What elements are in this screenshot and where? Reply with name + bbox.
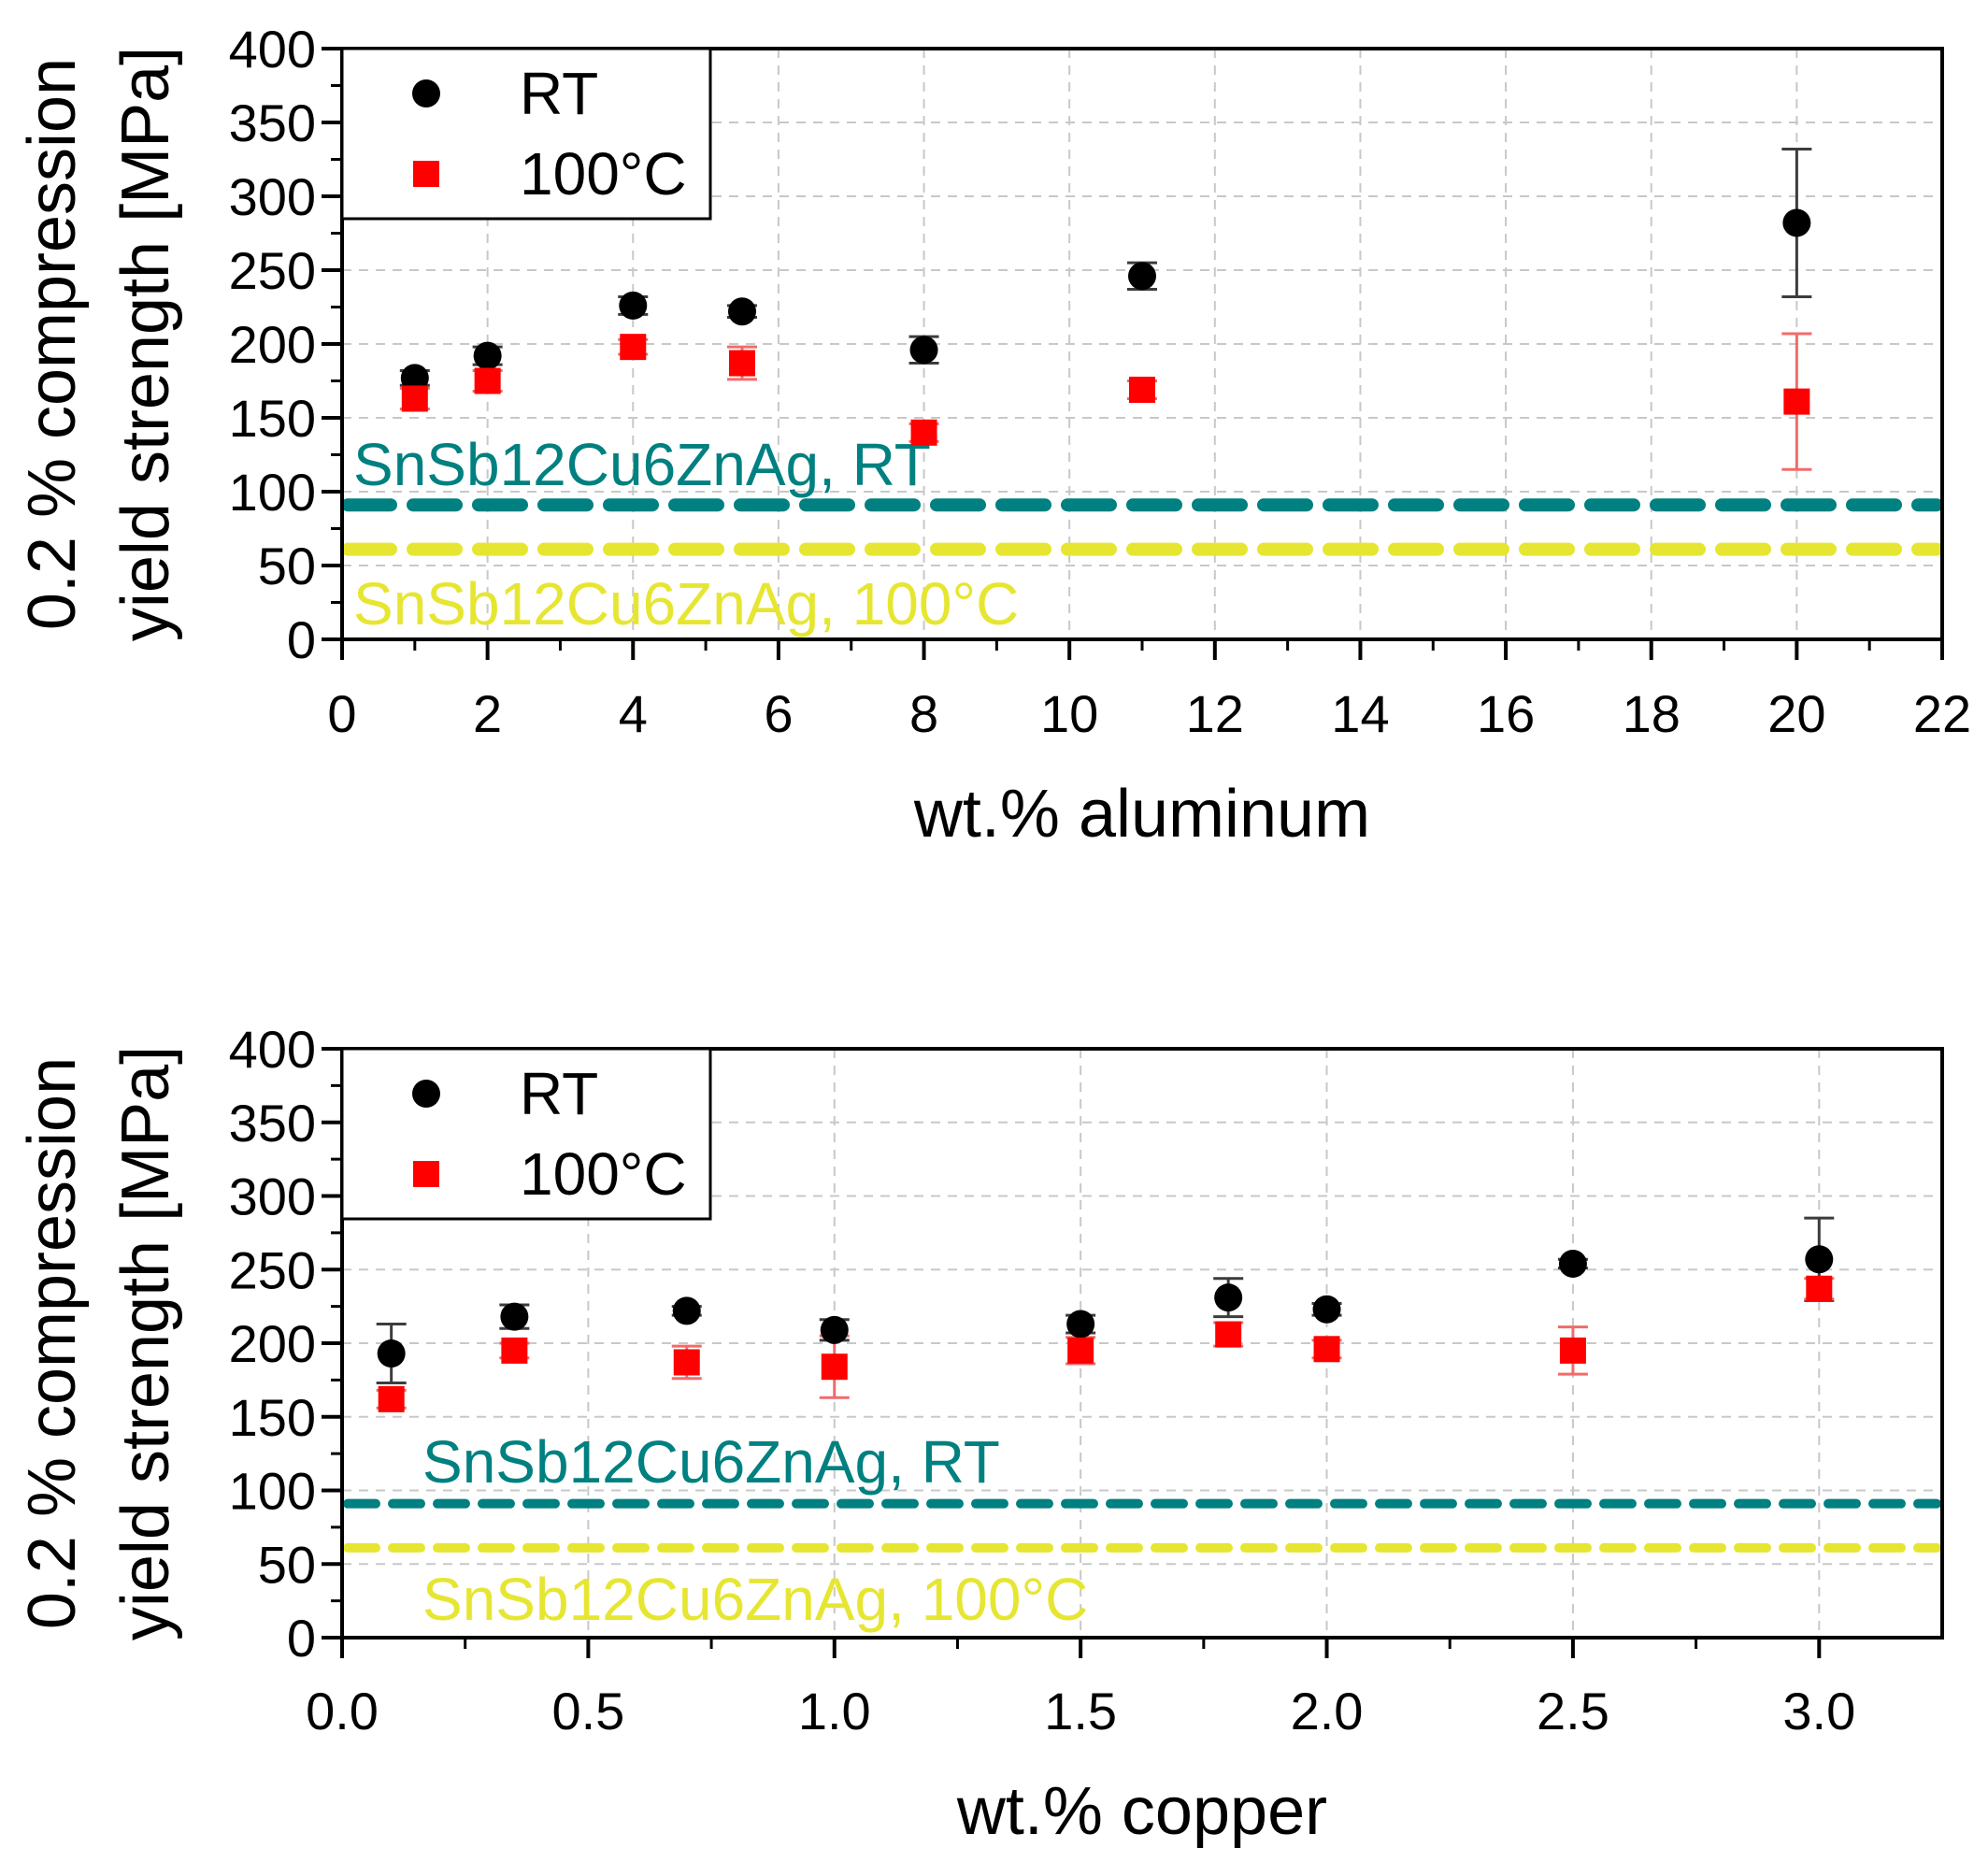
- x-tick-label: 1.0: [798, 1682, 871, 1740]
- y-tick-label: 400: [229, 1020, 316, 1079]
- y-tick-label: 200: [229, 1314, 316, 1373]
- x-tick-label: 14: [1331, 684, 1389, 743]
- x-tick-label: 22: [1913, 684, 1971, 743]
- x-tick-label: 2.0: [1291, 1682, 1364, 1740]
- y-axis-label-line1: 0.2 % compression: [15, 1057, 90, 1629]
- aluminum-panel: SnSb12Cu6ZnAg, RT SnSb12Cu6ZnAg, 100°C 0 2 4…: [15, 20, 1971, 852]
- x-tick-label: 0.0: [306, 1682, 379, 1740]
- copper-panel: SnSb12Cu6ZnAg, RT SnSb12Cu6ZnAg, 100°C 0.0…: [15, 1020, 1944, 1849]
- y-tick-label: 300: [229, 1167, 316, 1226]
- y-tick-label: 250: [229, 1240, 316, 1299]
- x-tick-label: 6: [764, 684, 793, 743]
- legend-marker-100c: [413, 161, 439, 187]
- data-point-100c-marker: [910, 419, 937, 446]
- data-point-100c-marker: [821, 1353, 848, 1381]
- legend-label: RT: [520, 60, 598, 127]
- y-axis-label-line2: yield strength [MPa]: [108, 47, 183, 641]
- data-point-rt-marker: [473, 341, 502, 370]
- legend-label: 100°C: [520, 140, 687, 208]
- data-point-rt-marker: [672, 1296, 701, 1325]
- data-point-100c-marker: [501, 1337, 528, 1364]
- data-point-rt-marker: [400, 364, 429, 393]
- legend-label: RT: [520, 1060, 598, 1127]
- data-point-rt-marker: [909, 336, 938, 365]
- y-tick-label: 150: [229, 389, 316, 448]
- x-tick-label: 2.5: [1537, 1682, 1609, 1740]
- y-tick-label: 150: [229, 1388, 316, 1447]
- data-point-100c-marker: [1806, 1275, 1833, 1302]
- x-tick-label: 18: [1623, 684, 1681, 743]
- y-tick-label: 0: [287, 610, 316, 669]
- y-tick-label: 100: [229, 1462, 316, 1521]
- y-tick-label: 50: [258, 537, 316, 595]
- x-tick-label: 12: [1186, 684, 1244, 743]
- data-point-100c-marker: [1559, 1337, 1586, 1364]
- data-point-rt-marker: [1782, 208, 1811, 237]
- y-axis-label-line1: 0.2 % compression: [15, 58, 90, 630]
- data-point-rt-marker: [1558, 1249, 1587, 1278]
- data-point-100c-marker: [378, 1385, 405, 1412]
- x-tick-label: 3.0: [1782, 1682, 1855, 1740]
- x-tick-label: 2: [473, 684, 502, 743]
- reference-line-label: SnSb12Cu6ZnAg, 100°C: [353, 570, 1019, 637]
- x-tick-label: 0: [327, 684, 356, 743]
- x-tick-label: 8: [909, 684, 938, 743]
- y-tick-label: 0: [287, 1609, 316, 1668]
- data-point-100c-marker: [1313, 1336, 1340, 1363]
- data-point-100c-marker: [729, 350, 755, 377]
- reference-line-label: SnSb12Cu6ZnAg, RT: [353, 431, 931, 498]
- data-point-100c-marker: [1215, 1321, 1242, 1348]
- data-point-100c-marker: [401, 385, 428, 412]
- legend-marker-rt: [412, 1080, 440, 1108]
- y-tick-label: 50: [258, 1535, 316, 1594]
- x-tick-label: 10: [1040, 684, 1098, 743]
- legend-label: 100°C: [520, 1140, 687, 1208]
- data-point-100c-marker: [474, 367, 501, 394]
- x-tick-label: 16: [1477, 684, 1535, 743]
- data-point-100c-marker: [620, 334, 647, 361]
- y-tick-label: 400: [229, 20, 316, 79]
- data-point-rt-marker: [377, 1339, 406, 1368]
- data-point-rt-marker: [820, 1315, 849, 1344]
- data-point-rt-marker: [500, 1302, 529, 1331]
- legend-box: [340, 1047, 712, 1221]
- x-tick-label: 4: [619, 684, 648, 743]
- y-tick-label: 100: [229, 463, 316, 522]
- data-point-rt-marker: [1805, 1245, 1834, 1274]
- legend-marker-rt: [412, 79, 440, 107]
- legend-box: [340, 47, 712, 221]
- y-tick-label: 350: [229, 93, 316, 152]
- data-point-rt-marker: [1128, 262, 1156, 291]
- data-point-100c-marker: [1783, 388, 1810, 415]
- y-tick-label: 300: [229, 167, 316, 226]
- x-axis-label: wt.% copper: [956, 1774, 1327, 1849]
- data-point-100c-marker: [1129, 376, 1155, 403]
- y-tick-label: 250: [229, 241, 316, 300]
- x-axis-label: wt.% aluminum: [913, 777, 1370, 852]
- x-tick-label: 20: [1767, 684, 1825, 743]
- y-axis-label-line2: yield strength [MPa]: [108, 1046, 183, 1640]
- data-point-100c-marker: [1067, 1337, 1094, 1364]
- data-point-rt-marker: [728, 297, 756, 326]
- data-point-rt-marker: [1066, 1310, 1095, 1339]
- data-point-rt-marker: [1312, 1295, 1341, 1324]
- x-tick-label: 1.5: [1044, 1682, 1117, 1740]
- legend-marker-100c: [413, 1161, 439, 1187]
- data-point-rt-marker: [1214, 1283, 1243, 1312]
- x-tick-label: 0.5: [551, 1682, 624, 1740]
- data-point-rt-marker: [619, 291, 648, 320]
- reference-line-label: SnSb12Cu6ZnAg, 100°C: [422, 1566, 1088, 1633]
- y-tick-label: 350: [229, 1094, 316, 1153]
- reference-line-label: SnSb12Cu6ZnAg, RT: [422, 1428, 1000, 1496]
- data-point-100c-marker: [673, 1349, 700, 1376]
- y-tick-label: 200: [229, 315, 316, 374]
